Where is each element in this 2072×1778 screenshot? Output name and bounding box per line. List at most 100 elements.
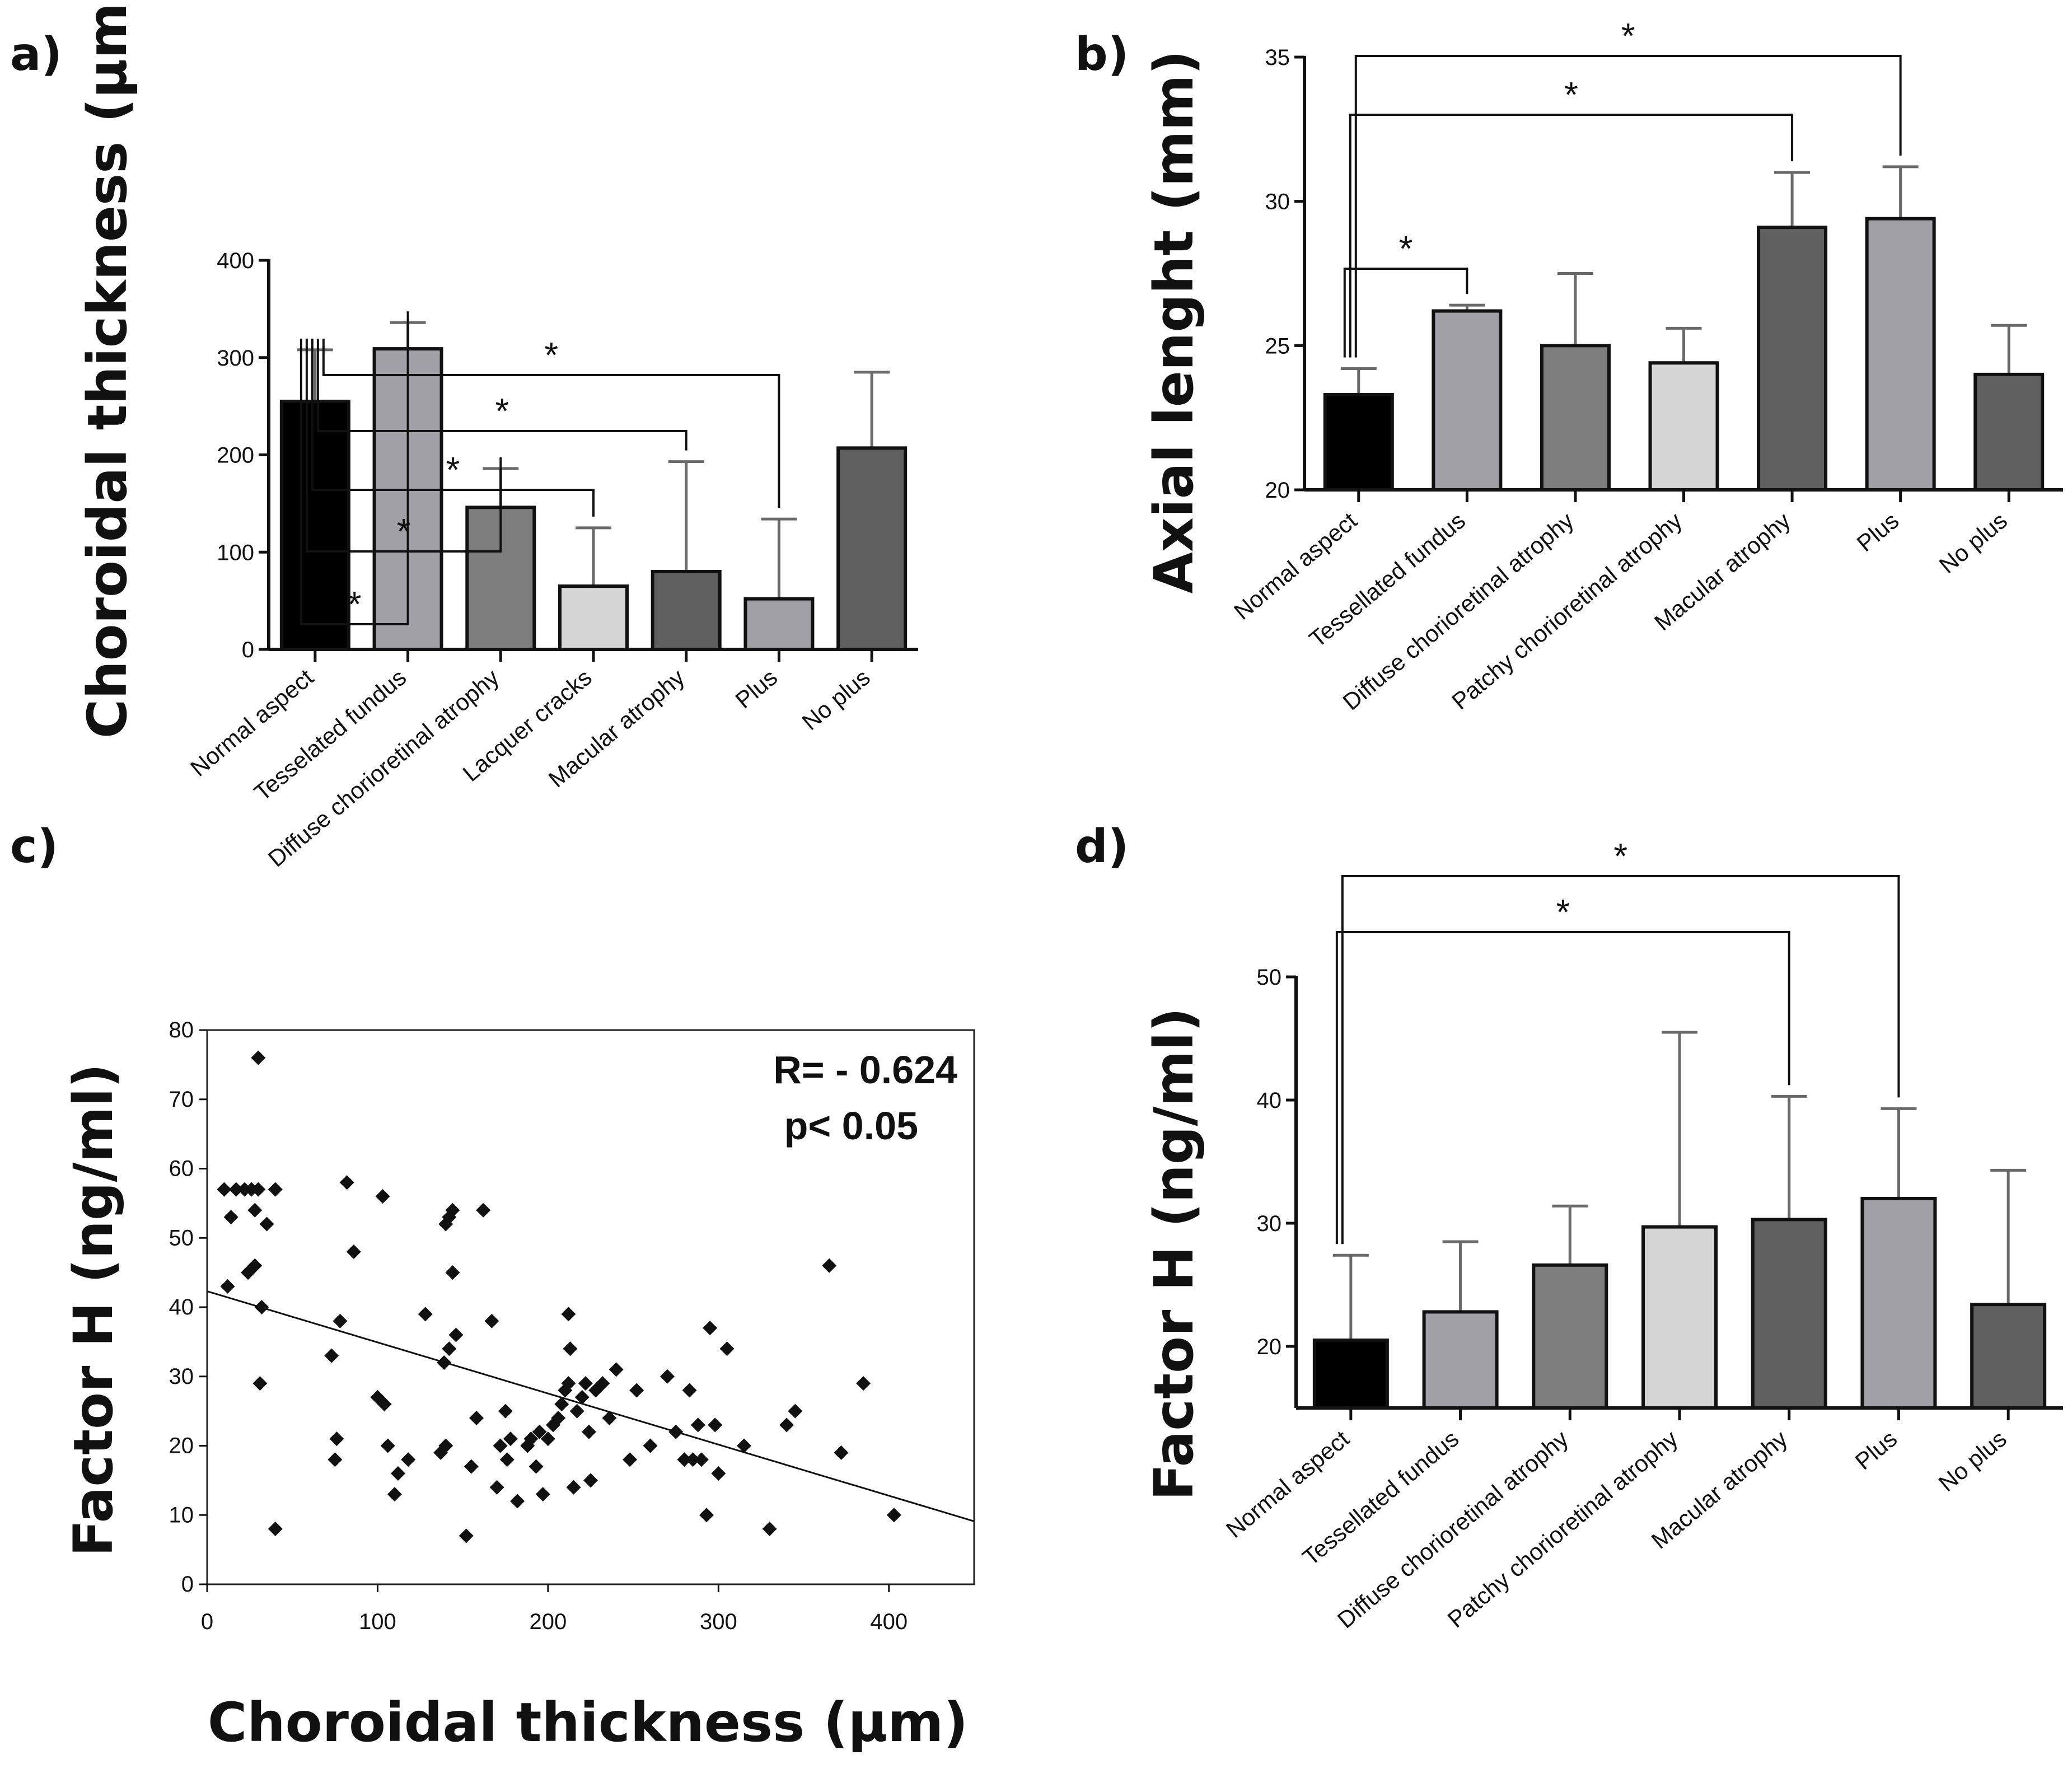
bar [651, 570, 722, 651]
data-point [489, 1480, 504, 1495]
data-point [380, 1438, 395, 1453]
data-point [779, 1417, 794, 1433]
x-tick-label: 300 [700, 1609, 737, 1634]
data-point [629, 1383, 644, 1398]
data-point [886, 1508, 901, 1523]
data-point [228, 1182, 244, 1197]
data-point [569, 1403, 584, 1419]
panel-label: d) [1075, 820, 1129, 873]
data-point [535, 1487, 550, 1502]
data-point [251, 1050, 266, 1065]
data-point [438, 1438, 453, 1453]
bar [1532, 1263, 1608, 1410]
y-tick-label: 40 [169, 1295, 194, 1320]
significance-star: * [1399, 228, 1413, 269]
data-point [247, 1203, 263, 1218]
data-point [445, 1203, 460, 1218]
data-point [346, 1244, 361, 1259]
y-tick-label: 30 [1265, 190, 1290, 214]
bar [1323, 392, 1394, 492]
y-axis-label: Factor H (ng/ml) [62, 1064, 125, 1557]
data-point [602, 1411, 617, 1425]
category-label: Diffuse chorioretinal atrophy [1332, 1425, 1573, 1634]
significance-star: * [544, 335, 558, 375]
data-point [329, 1431, 344, 1447]
correlation-text: R= - 0.624 [773, 1048, 957, 1092]
data-point [682, 1383, 697, 1398]
category-label: No plus [1934, 507, 2012, 579]
significance-bracket [1349, 114, 1794, 358]
category-label: No plus [797, 664, 875, 736]
significance-star: * [1621, 16, 1635, 56]
chart-panel-1: a) Choroidal thickness (µm) 0 100 200 300 400 N… [10, 0, 918, 872]
data-point [445, 1265, 460, 1280]
data-point [708, 1417, 723, 1433]
data-point [703, 1321, 718, 1336]
y-tick-label: 200 [217, 443, 254, 468]
data-point [247, 1258, 263, 1273]
y-tick-label: 0 [181, 1572, 194, 1597]
data-point [822, 1258, 837, 1273]
data-point [685, 1452, 700, 1467]
y-tick-label: 80 [169, 1018, 194, 1042]
significance-star: * [1556, 892, 1570, 932]
x-tick-label: 200 [530, 1609, 567, 1634]
significance-bracket [1341, 875, 1900, 1244]
y-tick-label: 100 [217, 540, 254, 565]
data-point [459, 1528, 474, 1543]
data-point [581, 1424, 596, 1439]
data-point [328, 1452, 343, 1467]
data-point [540, 1431, 555, 1447]
data-point [643, 1438, 658, 1453]
data-point [499, 1452, 515, 1467]
trend-line [207, 1290, 975, 1522]
bar [1641, 1225, 1718, 1410]
y-tick-label: 20 [169, 1434, 194, 1458]
data-point [387, 1487, 402, 1502]
significance-bracket [316, 338, 687, 451]
y-tick-label: 60 [169, 1157, 194, 1181]
significance-bracket [300, 311, 409, 625]
y-tick-label: 70 [169, 1087, 194, 1112]
data-point [566, 1480, 581, 1495]
data-point [254, 1300, 269, 1314]
data-point [476, 1203, 491, 1218]
category-label: Tesselated fundus [249, 664, 411, 806]
y-axis-label: Axial lenght (mm) [1143, 50, 1205, 594]
data-point [561, 1376, 576, 1391]
y-tick-label: 30 [169, 1364, 194, 1389]
significance-bracket [322, 338, 780, 508]
panel-label: b) [1075, 28, 1129, 81]
significance-bracket [1343, 268, 1468, 358]
data-point [532, 1424, 547, 1439]
data-point [856, 1376, 871, 1391]
panel-label: c) [10, 820, 58, 873]
significance-bracket [311, 338, 595, 517]
data-point [251, 1182, 266, 1197]
data-point [503, 1431, 518, 1447]
bar [1865, 217, 1936, 492]
bar [1751, 1218, 1827, 1410]
bar [743, 597, 815, 652]
significance-bracket [1335, 931, 1790, 1244]
significance-bracket [1354, 55, 1902, 358]
significance-star: * [1564, 74, 1578, 115]
data-point [561, 1307, 576, 1322]
y-tick-label: 20 [1265, 478, 1290, 503]
bar [558, 584, 629, 651]
panel-label: a) [10, 28, 62, 81]
data-point [442, 1341, 457, 1356]
data-point [528, 1459, 544, 1474]
significance-star: * [446, 450, 460, 490]
y-tick-label: 400 [217, 249, 254, 273]
data-point [498, 1403, 513, 1419]
y-tick-label: 50 [169, 1225, 194, 1250]
data-point [563, 1341, 578, 1356]
bar [279, 399, 350, 651]
bar [1648, 361, 1719, 492]
data-point [493, 1438, 508, 1453]
significance-star: * [1613, 836, 1627, 876]
data-point [660, 1369, 675, 1384]
data-point [401, 1452, 416, 1467]
